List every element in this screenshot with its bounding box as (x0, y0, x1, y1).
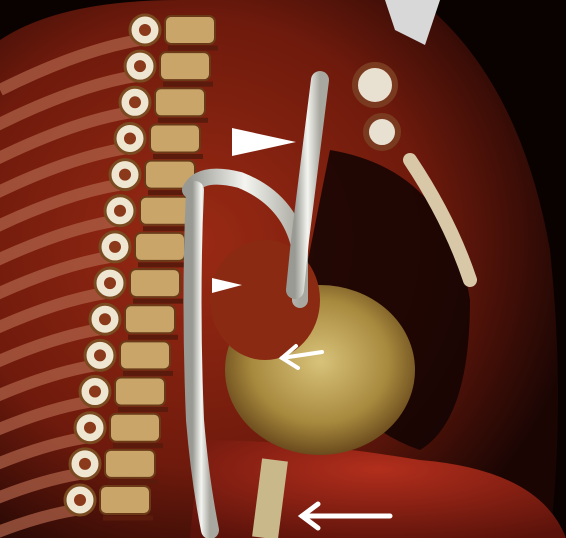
rib (0, 106, 131, 165)
foramen (84, 421, 96, 434)
vertebral-body (159, 51, 211, 82)
rib (0, 323, 101, 368)
arrow-long (297, 501, 393, 531)
foramen (89, 385, 101, 398)
vessel-cross-section (352, 62, 398, 108)
spine (63, 13, 218, 521)
rib (0, 178, 121, 232)
rib (0, 504, 76, 538)
rib (0, 70, 136, 131)
rib (0, 214, 116, 266)
foramen (134, 60, 146, 73)
foramen (129, 96, 141, 109)
vertebral-body (149, 123, 201, 154)
vertebral-body (134, 231, 186, 262)
vertebral-body (164, 15, 216, 45)
vessel-cross-section (363, 113, 401, 151)
foramen (109, 240, 121, 253)
foramen (79, 457, 91, 470)
rib (0, 142, 126, 198)
rib (0, 34, 141, 96)
rib (0, 359, 96, 402)
rib (0, 395, 91, 436)
vertebral-body (99, 485, 151, 515)
foramen (94, 349, 106, 362)
foramen (119, 168, 131, 181)
arrowhead-large (232, 128, 296, 156)
catheter-shadow (385, 0, 440, 45)
arrow-short (278, 344, 324, 370)
foramen (139, 24, 151, 36)
foramen (114, 204, 126, 217)
rib (0, 431, 86, 470)
rib (0, 251, 111, 300)
vertebral-body (114, 376, 166, 407)
vertebral-body (124, 304, 176, 335)
vertebral-body (129, 268, 181, 299)
vertical-vein (286, 71, 329, 299)
vertebral-body (119, 340, 171, 371)
vertebral-body (109, 412, 161, 443)
vertebral-body (104, 448, 156, 479)
vertebral-body (154, 87, 206, 118)
foramen (104, 277, 116, 290)
vertebral-body (139, 195, 191, 226)
rib (0, 287, 106, 334)
bronchial-vessel (403, 153, 477, 287)
foramen (99, 313, 111, 326)
foramen (74, 494, 86, 506)
foramen (124, 132, 136, 145)
arrowhead-small (212, 278, 242, 293)
ribs (0, 34, 141, 538)
ivc (252, 458, 288, 538)
azygos-aorta (183, 181, 219, 538)
rib (0, 467, 81, 504)
